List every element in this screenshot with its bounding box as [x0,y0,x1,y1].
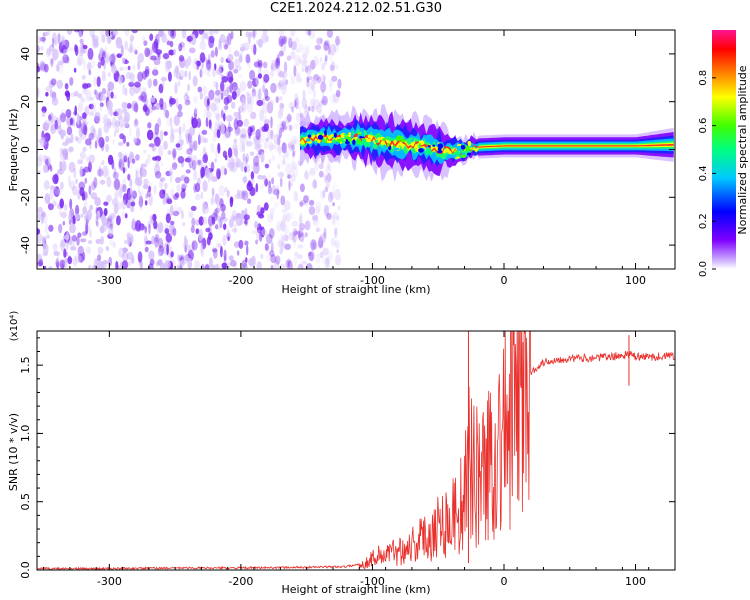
signal-blob [357,138,361,144]
signal-blob [324,130,327,136]
snr-multiplier-label: (x10⁴) [9,311,20,342]
chart-title: C2E1.2024.212.02.51.G30 [269,1,443,16]
signal-blob [425,148,432,154]
signal-blob [370,141,374,147]
colorbar-tick-label: 0.6 [698,118,709,134]
signal-blob [460,145,466,150]
y-tick-label: 0.0 [19,561,32,579]
signal-blob [367,135,374,139]
x-tick-label: 100 [625,575,646,588]
x-tick-label: -100 [360,575,385,588]
signal-blob [452,154,457,158]
x-tick-label: 0 [500,274,507,287]
signal-blob [325,137,328,141]
y-tick-label: 1.5 [19,356,32,374]
signal-blob [378,143,382,147]
colorbar-tick-label: 0.8 [698,70,709,86]
colorbar-gradient [712,30,736,269]
signal-blob [437,143,444,149]
snr-frame [36,330,676,571]
snr-y-axis-label: SNR (10 * v/v) [7,413,20,491]
signal-blob [383,144,387,151]
signal-blob [366,138,371,143]
signal-blob [339,141,343,144]
spectrogram-x-axis-label: Height of straight line (km) [281,283,430,296]
x-tick-label: -200 [228,274,253,287]
signal-blob [455,151,461,156]
y-tick-label: 40 [19,47,32,61]
signal-blob [306,138,311,142]
signal-blob [382,137,386,141]
signal-blob [387,142,390,147]
signal-blob [326,140,333,144]
signal-blob [350,133,354,139]
x-tick-label: -300 [97,274,122,287]
y-tick-label: -20 [19,188,32,206]
colorbar-tick-label: 0.4 [698,165,709,181]
signal-blob [394,147,400,151]
snr-x-axis-label: Height of straight line (km) [281,583,430,596]
signal-band [300,128,674,160]
colorbar: 0.0 0.2 0.4 0.6 0.8 Normalized spectral ampl… [698,30,749,277]
y-tick-label: -40 [19,236,32,254]
snr-panel: -300 -200 -100 0 100 0.0 0.5 1.0 1.5 Height of … [7,311,676,596]
signal-blob [396,135,402,141]
spectrogram-panel: -300 -200 -100 0 100 40 20 0 -20 -40 Height of s… [7,29,676,296]
x-tick-label: 0 [500,575,507,588]
y-tick-label: 1.0 [19,425,32,443]
x-tick-label: -200 [228,575,253,588]
snr-series-line [37,331,675,570]
signal-blob [375,139,379,144]
signal-blob [400,139,406,143]
x-tick-label: 100 [625,274,646,287]
signal-track [300,104,674,183]
noise-region [37,30,342,269]
signal-blob [461,154,466,158]
signal-band [300,132,674,155]
colorbar-tick-label: 0.0 [698,261,709,277]
y-tick-label: 0.5 [19,493,32,511]
signal-blob [468,140,472,147]
signal-blob [345,141,350,145]
signal-blob [340,134,345,138]
signal-blob [411,138,414,143]
signal-blob [399,141,403,147]
signal-band [300,133,674,156]
colorbar-tick-label: 0.2 [698,213,709,229]
signal-blob [307,141,312,144]
colorbar-label: Normalized spectral amplitude [736,65,749,234]
signal-blob [456,145,462,152]
signal-blob [307,134,312,138]
signal-band [300,122,674,165]
signal-blob [333,132,337,138]
spectrogram-y-axis-label: Frequency (Hz) [7,109,20,192]
signal-blob [390,138,395,141]
signal-blob [466,152,472,156]
signal-blob [361,138,367,144]
signal-blob [418,144,421,149]
signal-blob [465,147,471,151]
signal-blob [428,145,431,148]
signal-blob [418,143,421,146]
y-tick-label: 0 [19,146,32,153]
signal-blob [352,139,356,146]
signal-blob [361,131,365,137]
y-tick-label: 20 [19,95,32,109]
signal-blob [432,144,436,147]
signal-blob [418,148,424,153]
x-tick-label: -100 [360,274,385,287]
signal-blob [348,132,351,138]
x-tick-label: -300 [97,575,122,588]
signal-blob [317,134,324,140]
signal-blob [437,149,443,154]
signal-blob [411,143,414,147]
